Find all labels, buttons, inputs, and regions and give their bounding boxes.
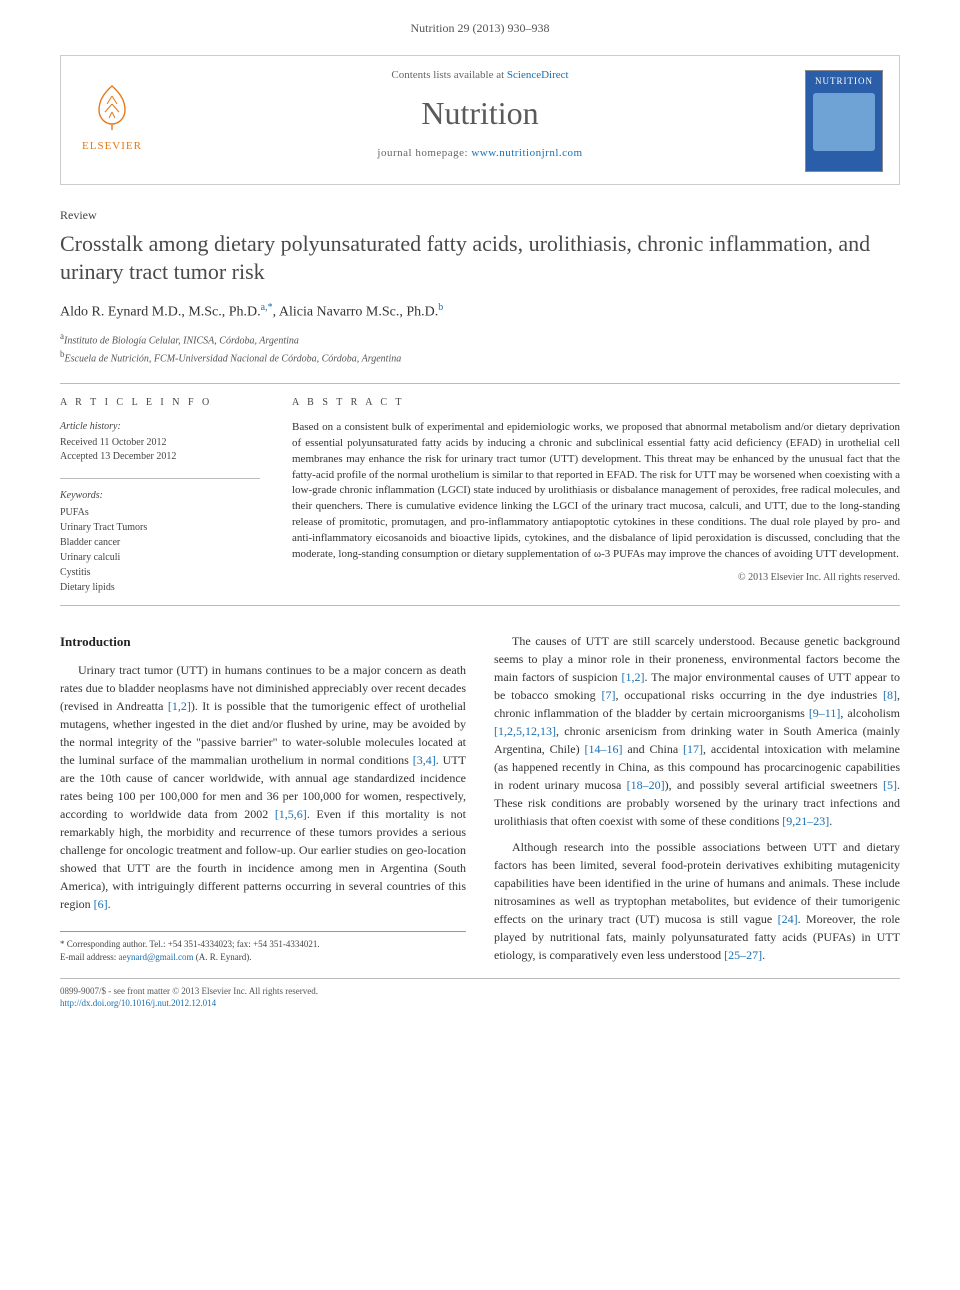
affiliation-a: aInstituto de Biología Celular, INICSA, … xyxy=(60,330,900,348)
abstract-copyright: © 2013 Elsevier Inc. All rights reserved… xyxy=(292,571,900,585)
page-footer: 0899-9007/$ - see front matter © 2013 El… xyxy=(60,978,900,1010)
author-list: Aldo R. Eynard M.D., M.Sc., Ph.D.a,*, Al… xyxy=(60,301,900,322)
introduction-heading: Introduction xyxy=(60,632,466,652)
article-info-abstract-row: A R T I C L E I N F O Article history: R… xyxy=(60,383,900,595)
affiliation-b: bEscuela de Nutrición, FCM-Universidad N… xyxy=(60,348,900,366)
keywords-label: Keywords: xyxy=(60,478,260,503)
article-info-heading: A R T I C L E I N F O xyxy=(60,396,260,410)
keyword-item: Bladder cancer xyxy=(60,535,260,550)
email-label: E-mail address: xyxy=(60,952,118,962)
doi-prefix-link[interactable]: http://dx.doi.org/ xyxy=(60,998,121,1008)
article-type-label: Review xyxy=(60,207,900,224)
doi-link[interactable]: 10.1016/j.nut.2012.12.014 xyxy=(121,998,216,1008)
journal-masthead: ELSEVIER Contents lists available at Sci… xyxy=(60,55,900,185)
column-right: The causes of UTT are still scarcely und… xyxy=(494,632,900,964)
journal-name: Nutrition xyxy=(77,91,883,136)
history-label: Article history: xyxy=(60,420,260,434)
keyword-item: Urinary Tract Tumors xyxy=(60,520,260,535)
affiliation-b-text: Escuela de Nutrición, FCM-Universidad Na… xyxy=(65,354,402,365)
author-2-aff: b xyxy=(438,302,443,313)
body-paragraph-3: Although research into the possible asso… xyxy=(494,838,900,964)
homepage-link[interactable]: www.nutritionjrnl.com xyxy=(471,147,582,159)
journal-homepage-line: journal homepage: www.nutritionjrnl.com xyxy=(77,146,883,161)
divider xyxy=(60,605,900,606)
contents-available-line: Contents lists available at ScienceDirec… xyxy=(77,68,883,83)
elsevier-tree-icon xyxy=(87,82,137,132)
citation-text: Nutrition 29 (2013) 930–938 xyxy=(411,21,550,35)
homepage-label: journal homepage: xyxy=(377,147,471,159)
keyword-item: Urinary calculi xyxy=(60,550,260,565)
cover-image-icon xyxy=(813,93,875,151)
affiliation-a-text: Instituto de Biología Celular, INICSA, C… xyxy=(64,335,299,346)
author-1-aff: a,* xyxy=(261,302,273,313)
corr-line: * Corresponding author. Tel.: +54 351-43… xyxy=(60,938,466,951)
footer-doi-line: http://dx.doi.org/10.1016/j.nut.2012.12.… xyxy=(60,997,900,1010)
article-title: Crosstalk among dietary polyunsaturated … xyxy=(60,230,900,287)
sciencedirect-link[interactable]: ScienceDirect xyxy=(507,69,569,81)
column-left: Introduction Urinary tract tumor (UTT) i… xyxy=(60,632,466,964)
intro-paragraph-1: Urinary tract tumor (UTT) in humans cont… xyxy=(60,661,466,913)
journal-cover-thumb: NUTRITION xyxy=(805,70,883,172)
keyword-item: PUFAs xyxy=(60,505,260,520)
footer-copyright: 0899-9007/$ - see front matter © 2013 El… xyxy=(60,985,900,998)
keyword-item: Cystitis xyxy=(60,565,260,580)
received-date: Received 11 October 2012 xyxy=(60,436,260,450)
abstract-text: Based on a consistent bulk of experiment… xyxy=(292,420,900,563)
corr-email-link[interactable]: aeynard@gmail.com xyxy=(118,952,193,962)
article-header-block: Review Crosstalk among dietary polyunsat… xyxy=(60,207,900,367)
publisher-name: ELSEVIER xyxy=(77,139,147,154)
corr-email-line: E-mail address: aeynard@gmail.com (A. R.… xyxy=(60,951,466,964)
corresponding-author-box: * Corresponding author. Tel.: +54 351-43… xyxy=(60,931,466,963)
author-1: Aldo R. Eynard M.D., M.Sc., Ph.D. xyxy=(60,304,261,319)
abstract-block: A B S T R A C T Based on a consistent bu… xyxy=(292,396,900,595)
email-tail: (A. R. Eynard). xyxy=(194,952,252,962)
article-info-block: A R T I C L E I N F O Article history: R… xyxy=(60,396,260,595)
author-2: , Alicia Navarro M.Sc., Ph.D. xyxy=(273,304,439,319)
contents-prefix: Contents lists available at xyxy=(391,69,506,81)
body-columns: Introduction Urinary tract tumor (UTT) i… xyxy=(60,632,900,964)
abstract-heading: A B S T R A C T xyxy=(292,396,900,410)
cover-title: NUTRITION xyxy=(810,75,878,88)
running-header: Nutrition 29 (2013) 930–938 xyxy=(0,0,960,47)
accepted-date: Accepted 13 December 2012 xyxy=(60,450,260,464)
affiliation-list: aInstituto de Biología Celular, INICSA, … xyxy=(60,330,900,367)
publisher-logo: ELSEVIER xyxy=(77,82,147,155)
keyword-item: Dietary lipids xyxy=(60,580,260,595)
body-paragraph-2: The causes of UTT are still scarcely und… xyxy=(494,632,900,830)
